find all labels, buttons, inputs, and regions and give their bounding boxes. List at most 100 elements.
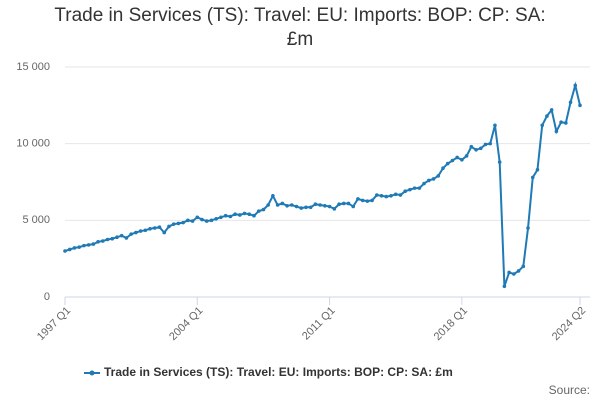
- x-tick-label: 2004 Q1: [167, 305, 205, 343]
- point: [308, 205, 313, 210]
- point: [427, 178, 431, 183]
- point: [521, 264, 526, 269]
- point: [507, 270, 511, 275]
- point: [219, 215, 223, 220]
- point: [412, 186, 417, 190]
- point: [460, 157, 464, 162]
- point: [327, 204, 332, 209]
- point: [100, 239, 105, 243]
- point: [67, 247, 72, 252]
- point: [181, 220, 185, 225]
- point: [82, 243, 86, 248]
- point: [375, 193, 379, 197]
- point: [167, 224, 171, 229]
- point: [200, 217, 204, 222]
- chart-title: Trade in Services (TS): Travel: EU: Impo…: [54, 5, 546, 50]
- point: [134, 230, 138, 235]
- x-tick-label: 2024 Q2: [550, 305, 588, 343]
- point: [72, 246, 77, 250]
- point: [441, 166, 445, 170]
- point: [105, 237, 110, 242]
- point: [469, 144, 474, 149]
- point: [540, 123, 545, 128]
- point: [474, 148, 478, 152]
- point: [228, 214, 233, 219]
- point: [564, 121, 568, 125]
- legend-label: Trade in Services (TS): Travel: EU: Impo…: [104, 365, 453, 379]
- point: [190, 219, 195, 223]
- point: [261, 207, 266, 212]
- point: [379, 194, 384, 198]
- point: [512, 272, 516, 276]
- point: [266, 203, 270, 207]
- point: [483, 142, 488, 147]
- point: [96, 240, 100, 244]
- point: [294, 204, 299, 209]
- point: [497, 160, 502, 164]
- point: [275, 203, 280, 207]
- point: [204, 219, 209, 223]
- point: [223, 213, 228, 218]
- point: [360, 198, 365, 203]
- point: [271, 194, 275, 198]
- point: [573, 83, 578, 88]
- point: [389, 194, 393, 198]
- point: [488, 141, 493, 146]
- point: [242, 211, 247, 216]
- point: [384, 194, 389, 199]
- point: [86, 243, 91, 247]
- point: [214, 217, 218, 221]
- point: [568, 100, 573, 105]
- point: [299, 206, 304, 210]
- point: [341, 201, 346, 206]
- point: [238, 213, 242, 217]
- point: [176, 221, 181, 226]
- point: [233, 212, 237, 216]
- point: [450, 158, 455, 163]
- point: [545, 114, 549, 118]
- point: [157, 225, 162, 230]
- point: [408, 187, 412, 192]
- point: [445, 161, 450, 166]
- point: [370, 198, 374, 203]
- point: [280, 201, 285, 206]
- point: [455, 155, 459, 160]
- point: [393, 192, 398, 197]
- point: [493, 123, 497, 128]
- point: [365, 199, 370, 203]
- point: [186, 218, 190, 223]
- y-tick-label: 15 000: [16, 61, 50, 73]
- point: [143, 228, 148, 233]
- point: [530, 175, 535, 180]
- point: [119, 233, 124, 238]
- x-tick-label: 1997 Q1: [35, 305, 73, 343]
- point: [77, 245, 81, 249]
- point: [129, 232, 133, 236]
- point: [171, 222, 176, 226]
- point: [526, 226, 530, 230]
- point: [422, 181, 426, 186]
- point: [578, 103, 582, 108]
- y-tick-label: 0: [44, 291, 50, 303]
- point: [502, 284, 507, 289]
- point: [115, 235, 119, 239]
- point: [318, 203, 322, 207]
- point: [256, 209, 261, 213]
- point: [337, 202, 341, 207]
- point: [313, 202, 318, 207]
- point: [356, 197, 360, 201]
- point: [138, 229, 143, 233]
- point: [554, 129, 559, 134]
- point: [209, 218, 214, 223]
- point: [285, 203, 289, 208]
- source: Source:: [549, 383, 590, 397]
- point: [148, 226, 152, 231]
- point: [152, 226, 157, 230]
- point: [516, 269, 521, 273]
- point: [110, 236, 115, 241]
- point: [351, 204, 356, 209]
- point: [91, 242, 96, 246]
- point: [332, 207, 337, 211]
- x-tick-label: 2018 Q1: [432, 305, 470, 343]
